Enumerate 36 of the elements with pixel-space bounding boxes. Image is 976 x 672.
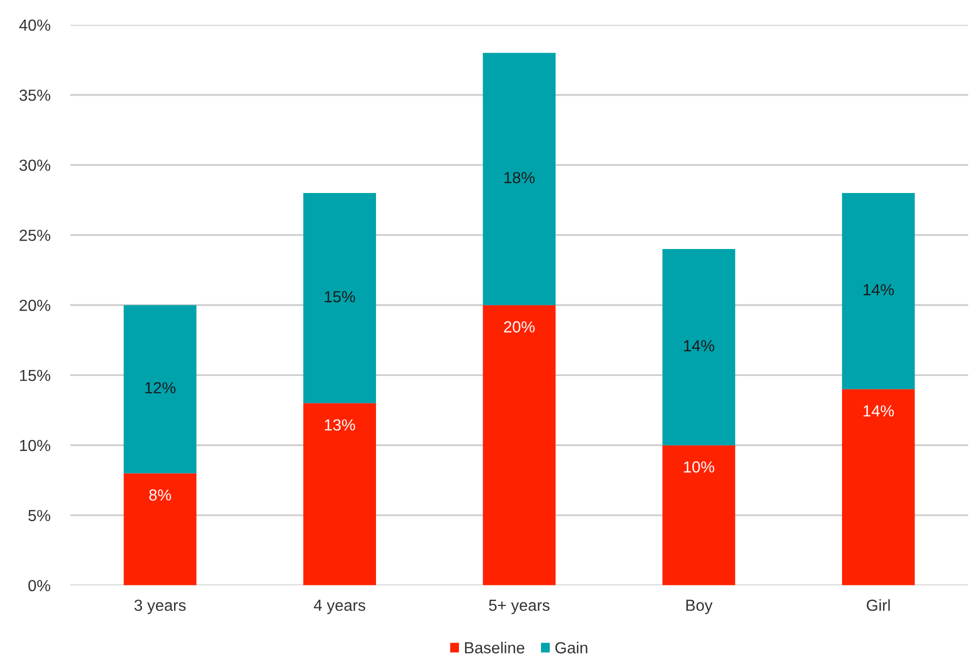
x-tick-label: 3 years — [134, 600, 186, 614]
data-label: 15% — [324, 291, 356, 302]
bar — [124, 305, 196, 474]
bar — [662, 445, 736, 586]
data-label: 10% — [684, 461, 714, 473]
y-tick-label: 15% — [20, 370, 50, 382]
y-tick-label: 30% — [19, 160, 50, 171]
bar — [482, 305, 556, 586]
bar — [482, 52, 556, 306]
data-label: 13% — [324, 419, 356, 431]
y-tick-label: 0% — [28, 580, 50, 592]
data-label: 18% — [504, 172, 535, 184]
bar — [842, 389, 915, 586]
data-label: 14% — [864, 284, 894, 296]
x-tick-label: 5+ years — [489, 600, 550, 614]
y-tick-label: 40% — [19, 20, 50, 31]
data-label: 8% — [149, 489, 172, 501]
x-tick-label: 4 years — [314, 600, 366, 614]
x-tick-label: Boy — [686, 600, 713, 614]
data-label: 14% — [864, 405, 894, 416]
data-label: 14% — [684, 340, 714, 352]
bar — [124, 473, 196, 586]
data-label: 20% — [504, 321, 535, 332]
legend-label: Gain — [555, 642, 588, 654]
y-tick-label: 25% — [20, 230, 50, 241]
y-tick-label: 10% — [20, 440, 50, 452]
bar — [303, 193, 376, 404]
bar — [842, 193, 915, 390]
bar — [303, 403, 376, 586]
x-tick-label: Girl — [866, 599, 890, 611]
legend-label: Baseline — [465, 642, 524, 654]
data-label: 12% — [145, 382, 176, 394]
y-tick-label: 20% — [20, 300, 50, 312]
y-tick-label: 35% — [19, 90, 50, 101]
bar — [662, 249, 736, 446]
y-tick-label: 5% — [28, 510, 50, 522]
